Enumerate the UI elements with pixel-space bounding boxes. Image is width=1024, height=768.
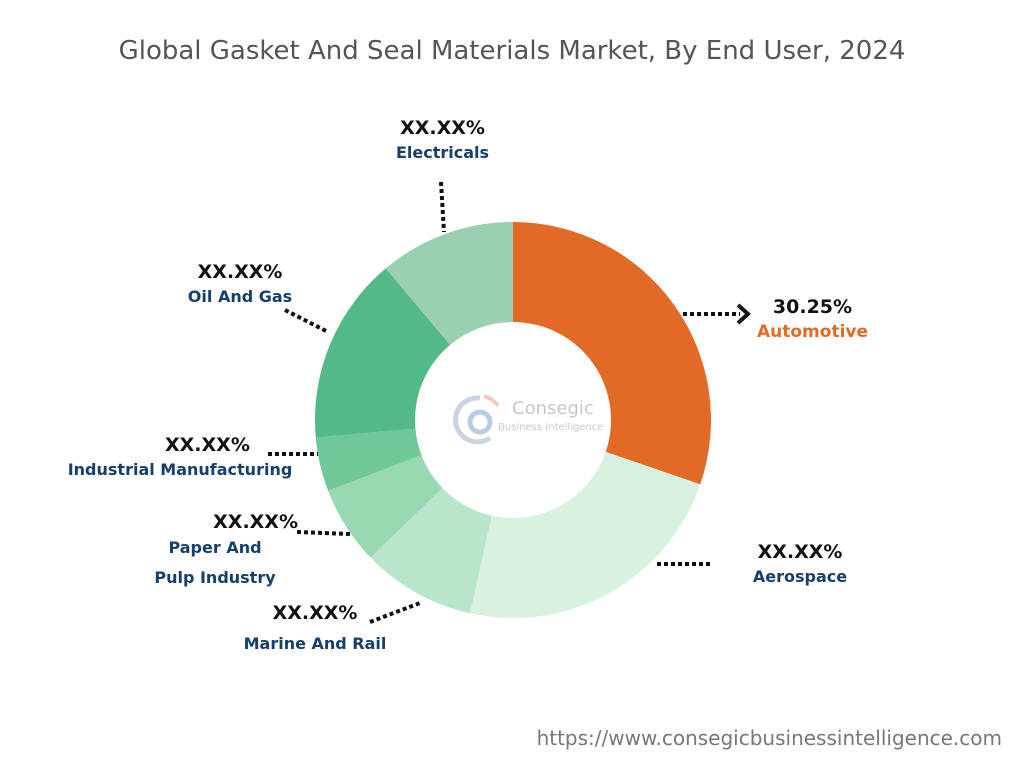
logo-mark-icon — [453, 394, 500, 445]
chart-title: Global Gasket And Seal Materials Market,… — [118, 36, 906, 66]
pct-oil: XX.XX% — [197, 261, 283, 283]
name-aerospace: Aerospace — [752, 567, 848, 586]
logo: Consegic Business Intelligence — [450, 390, 620, 450]
slice-paper-and-pulp-industry — [328, 455, 443, 558]
slice-electricals — [385, 222, 513, 345]
label-aerospace: XX.XX% Aerospace — [730, 541, 870, 586]
leader-electricals — [439, 181, 446, 233]
pct-electricals: XX.XX% — [400, 117, 485, 139]
leader-paper — [296, 530, 351, 536]
pct-marine: XX.XX% — [272, 602, 358, 624]
logo-tagline: Business Intelligence — [498, 422, 604, 433]
label-automotive: 30.25% Automotive — [740, 296, 885, 342]
name-paper: Paper And Pulp Industry — [154, 538, 276, 587]
label-industrial: XX.XX% Industrial Manufacturing — [60, 434, 300, 479]
footer-url: https://www.consegicbusinessintelligence… — [536, 726, 1002, 750]
leader-marine — [369, 601, 421, 624]
name-automotive: Automotive — [756, 322, 869, 342]
logo-name: Consegic — [512, 398, 594, 419]
slice-industrial-manufacturing — [315, 428, 422, 491]
label-marine: XX.XX% Marine And Rail — [230, 602, 400, 653]
name-oil: Oil And Gas — [187, 287, 293, 306]
arrow-head-icon — [736, 303, 751, 325]
slice-automotive — [513, 222, 711, 485]
slice-marine-and-rail — [370, 488, 492, 614]
label-electricals: XX.XX% Electricals — [370, 117, 515, 162]
slice-aerospace — [470, 451, 701, 618]
name-industrial: Industrial Manufacturing — [67, 460, 293, 479]
pct-industrial: XX.XX% — [165, 434, 250, 456]
pct-automotive: 30.25% — [772, 296, 853, 318]
slice-oil-and-gas — [315, 268, 451, 438]
label-oil: XX.XX% Oil And Gas — [165, 261, 315, 306]
leader-oil — [284, 308, 329, 334]
name-marine: Marine And Rail — [243, 634, 387, 653]
pct-aerospace: XX.XX% — [757, 541, 843, 563]
pct-paper: XX.XX% — [213, 511, 298, 533]
label-paper: XX.XX% Paper And Pulp Industry — [150, 511, 310, 593]
name-electricals: Electricals — [395, 143, 490, 162]
